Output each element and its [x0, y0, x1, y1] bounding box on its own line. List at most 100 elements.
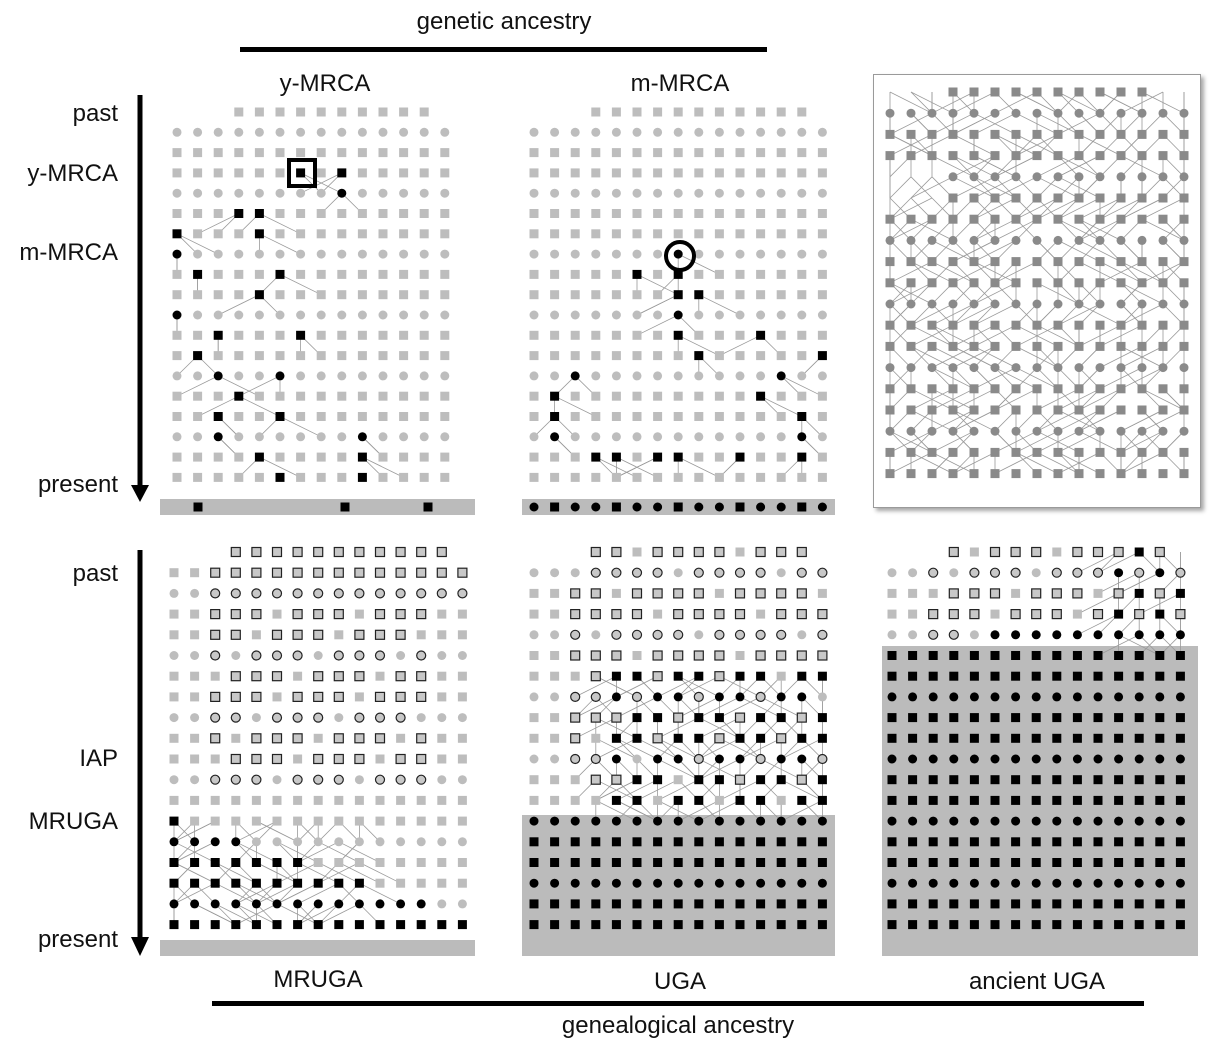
m-mrca-node [817, 452, 827, 462]
mruga-node [231, 733, 241, 743]
mruga-node [374, 650, 386, 661]
uga-node [693, 608, 704, 620]
uga-node [632, 878, 642, 888]
mruga-node [354, 567, 365, 578]
uga-node [550, 692, 560, 702]
uga-node [694, 899, 704, 909]
uga-node [631, 588, 643, 599]
inset-node [1011, 469, 1021, 479]
inset-edge [931, 409, 975, 432]
m-mrca-node [529, 412, 539, 421]
ancient-uga-node [1134, 588, 1144, 598]
ancient-uga-node [887, 878, 897, 888]
inset-node [1032, 341, 1042, 351]
inset-edge [1099, 324, 1143, 347]
m-mrca-node [756, 168, 766, 178]
uga-node [550, 775, 560, 785]
mruga-node [251, 920, 261, 930]
inset-node [927, 384, 937, 394]
inset-edge [931, 303, 975, 326]
y-mrca-node [357, 472, 367, 482]
uga-node [529, 795, 539, 805]
m-mrca-node [632, 351, 642, 361]
ancient-uga-node [1113, 588, 1124, 599]
m-mrca-node [817, 330, 827, 340]
uga-node [673, 671, 683, 681]
inset-node [1074, 341, 1084, 351]
ancient-uga-node [1031, 754, 1041, 764]
m-mrca-node [529, 351, 539, 361]
uga-node [734, 567, 746, 578]
mruga-edge [235, 903, 278, 925]
ancient-uga-node [1072, 609, 1082, 619]
uga-node [611, 650, 622, 661]
y-mrca-node [275, 432, 285, 442]
mruga-node [231, 920, 241, 930]
inset-edge [910, 303, 954, 326]
y-mrca-node [275, 310, 285, 320]
ancient-uga-node [887, 588, 897, 598]
y-mrca-shading [160, 499, 475, 515]
m-mrca-node [797, 188, 807, 198]
y-mrca-node [419, 391, 429, 401]
inset-node [1095, 405, 1105, 415]
inset-edge [910, 452, 954, 474]
uga-node [673, 650, 684, 661]
mruga-node [251, 733, 262, 744]
ancient-uga-node [928, 651, 938, 660]
m-mrca-node [632, 472, 642, 482]
inset-node [906, 235, 916, 245]
m-mrca-node [653, 472, 663, 482]
ancient-uga-node [949, 837, 959, 847]
inset-node [1095, 214, 1105, 224]
inset-node [1116, 172, 1126, 182]
m-mrca-node [591, 209, 601, 218]
uga-node [714, 878, 724, 888]
y-mrca-node [399, 412, 409, 421]
y-mrca-node [172, 168, 182, 178]
inset-node [1053, 384, 1063, 394]
ancient-uga-node [949, 568, 959, 578]
m-mrca-node [632, 269, 642, 279]
y-mrca-node [296, 148, 306, 158]
m-mrca-node [797, 249, 807, 259]
y-mrca-node [419, 107, 429, 117]
mruga-node [210, 878, 220, 888]
inset-node [990, 235, 1000, 245]
mruga-node [436, 567, 447, 578]
mruga-node [313, 816, 323, 826]
mruga-node [251, 650, 262, 661]
uga-node [611, 712, 622, 723]
y-mrca-node [419, 209, 429, 218]
y-mrca-node [337, 107, 347, 117]
ancient-uga-node [1072, 816, 1082, 826]
y-mrca-node [234, 269, 244, 279]
m-mrca-node [673, 209, 683, 218]
inset-node [1074, 447, 1084, 457]
inset-node [969, 87, 979, 97]
uga-node [550, 754, 560, 764]
inset-edge [1099, 261, 1143, 284]
m-mrca-node [756, 188, 766, 198]
m-mrca-node [550, 330, 560, 340]
y-mrca-node [357, 127, 367, 137]
inset-node [969, 151, 979, 161]
mruga-node [374, 629, 386, 640]
uga-node [817, 629, 828, 640]
uga-edge [719, 779, 761, 801]
mruga-node [313, 567, 324, 578]
ancient-uga-node [1134, 899, 1144, 909]
y-mrca-node [193, 330, 203, 340]
m-mrca-node [797, 229, 807, 239]
inset-edge [1036, 430, 1080, 453]
uga-node [693, 567, 704, 578]
ancient-uga-node [928, 754, 938, 764]
mruga-node [210, 608, 221, 620]
inset-node [885, 341, 895, 351]
uga-edge [616, 675, 658, 698]
y-mrca-edge [362, 456, 404, 478]
axis-label-m-mrca: m-MRCA [19, 239, 118, 266]
m-mrca-node [653, 452, 663, 462]
uga-node [550, 671, 560, 681]
ancient-uga-edge [1077, 551, 1119, 574]
